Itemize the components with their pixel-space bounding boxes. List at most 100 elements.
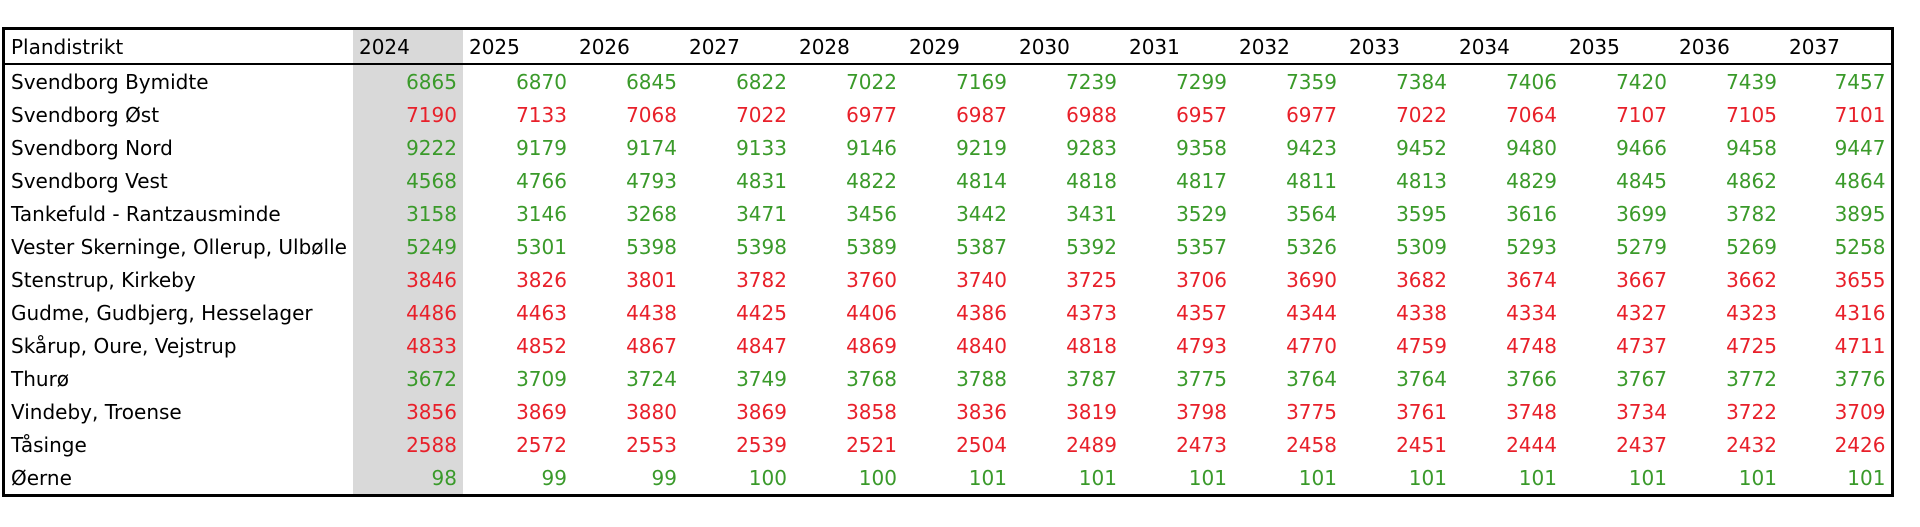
value-cell: 9480 (1506, 135, 1557, 160)
table-row: Svendborg Nord 9222 9179 9174 9133 9146 9219 92… (4, 131, 1893, 164)
value-cell: 2437 (1616, 432, 1667, 457)
value-cell: 3768 (846, 366, 897, 391)
value-cell: 4867 (626, 333, 677, 358)
value-cell: 4811 (1286, 168, 1337, 193)
value-cell: 3690 (1286, 267, 1337, 292)
year-header: 2037 (1782, 28, 1893, 65)
value-cell: 9133 (736, 135, 787, 160)
value-cell: 2588 (352, 428, 463, 461)
value-cell: 4852 (516, 333, 567, 358)
year-header: 2032 (1232, 28, 1343, 65)
value-cell: 3667 (1616, 267, 1667, 292)
value-cell: 3674 (1506, 267, 1557, 292)
value-cell: 9146 (846, 135, 897, 160)
value-cell: 7133 (516, 102, 567, 127)
value-cell: 101 (1628, 465, 1667, 490)
value-cell: 4793 (626, 168, 677, 193)
value-cell: 4845 (1616, 168, 1667, 193)
value-cell: 4748 (1506, 333, 1557, 358)
value-cell: 5357 (1176, 234, 1227, 259)
value-cell: 3856 (352, 395, 463, 428)
value-cell: 101 (1078, 465, 1117, 490)
value-cell: 7064 (1506, 102, 1557, 127)
table-row: Svendborg Bymidte 6865 6870 6845 6822 7022 716… (4, 64, 1893, 98)
value-cell: 6845 (626, 69, 677, 94)
district-name: Stenstrup, Kirkeby (11, 267, 196, 292)
value-cell: 3706 (1176, 267, 1227, 292)
value-cell: 4813 (1396, 168, 1447, 193)
value-cell: 3749 (736, 366, 787, 391)
value-cell: 5279 (1616, 234, 1667, 259)
table-row: Vester Skerninge, Ollerup, Ulbølle 5249 53… (4, 230, 1893, 263)
value-cell: 4386 (956, 300, 1007, 325)
value-cell: 3772 (1726, 366, 1777, 391)
value-cell: 9466 (1616, 135, 1667, 160)
value-cell: 4818 (1066, 333, 1117, 358)
value-cell: 3776 (1834, 366, 1886, 391)
table-wrap: Plandistrikt 2024 2025 2026 2027 2028 2029 2030… (2, 27, 1895, 497)
year-header: 2029 (902, 28, 1013, 65)
value-cell: 7107 (1616, 102, 1667, 127)
value-cell: 7457 (1834, 69, 1886, 94)
value-cell: 4323 (1726, 300, 1777, 325)
year-header: 2026 (572, 28, 683, 65)
value-cell: 3764 (1396, 366, 1447, 391)
value-cell: 2432 (1726, 432, 1777, 457)
value-cell: 3268 (626, 201, 677, 226)
value-cell: 3616 (1506, 201, 1557, 226)
value-cell: 4737 (1616, 333, 1667, 358)
value-cell: 7022 (736, 102, 787, 127)
value-cell: 2521 (846, 432, 897, 457)
value-cell: 3787 (1066, 366, 1117, 391)
value-cell: 4818 (1066, 168, 1117, 193)
value-cell: 5326 (1286, 234, 1337, 259)
value-cell: 3766 (1506, 366, 1557, 391)
value-cell: 5301 (516, 234, 567, 259)
value-cell: 101 (1298, 465, 1337, 490)
value-cell: 4766 (516, 168, 567, 193)
value-cell: 3734 (1616, 399, 1667, 424)
value-cell: 2444 (1506, 432, 1557, 457)
value-cell: 9222 (352, 131, 463, 164)
value-cell: 6957 (1176, 102, 1227, 127)
value-cell: 3858 (846, 399, 897, 424)
value-cell: 5387 (956, 234, 1007, 259)
year-header: 2033 (1342, 28, 1453, 65)
table-row: Skårup, Oure, Vejstrup 4833 4852 4867 4847 48… (4, 329, 1893, 362)
year-header: 2030 (1012, 28, 1123, 65)
value-cell: 3146 (516, 201, 567, 226)
value-cell: 7439 (1726, 69, 1777, 94)
value-cell: 4814 (956, 168, 1007, 193)
value-cell: 3764 (1286, 366, 1337, 391)
value-cell: 9174 (626, 135, 677, 160)
value-cell: 4833 (352, 329, 463, 362)
value-cell: 4334 (1506, 300, 1557, 325)
value-cell: 4847 (736, 333, 787, 358)
table-row: Svendborg Øst 7190 7133 7068 7022 6977 6987 698… (4, 98, 1893, 131)
value-cell: 3869 (516, 399, 567, 424)
value-cell: 4327 (1616, 300, 1667, 325)
value-cell: 7420 (1616, 69, 1667, 94)
table-row: Stenstrup, Kirkeby 3846 3826 3801 3782 3760 37… (4, 263, 1893, 296)
table-row: Vindeby, Troense 3856 3869 3880 3869 3858 3836… (4, 395, 1893, 428)
value-cell: 5392 (1066, 234, 1117, 259)
table-row: Thurø 3672 3709 3724 3749 3768 3788 3787 3775 376… (4, 362, 1893, 395)
value-cell: 101 (968, 465, 1007, 490)
value-cell: 3682 (1396, 267, 1447, 292)
value-cell: 5309 (1396, 234, 1447, 259)
value-cell: 2458 (1286, 432, 1337, 457)
value-cell: 4822 (846, 168, 897, 193)
value-cell: 7022 (846, 69, 897, 94)
value-cell: 3431 (1066, 201, 1117, 226)
value-cell: 4759 (1396, 333, 1447, 358)
table-row: Tankefuld - Rantzausminde 3158 3146 3268 347… (4, 197, 1893, 230)
value-cell: 3782 (1726, 201, 1777, 226)
value-cell: 2451 (1396, 432, 1447, 457)
value-cell: 3722 (1726, 399, 1777, 424)
value-cell: 3158 (352, 197, 463, 230)
district-name: Øerne (11, 465, 72, 490)
value-cell: 100 (858, 465, 897, 490)
value-cell: 2426 (1834, 432, 1886, 457)
year-header: 2028 (792, 28, 903, 65)
value-cell: 3801 (626, 267, 677, 292)
